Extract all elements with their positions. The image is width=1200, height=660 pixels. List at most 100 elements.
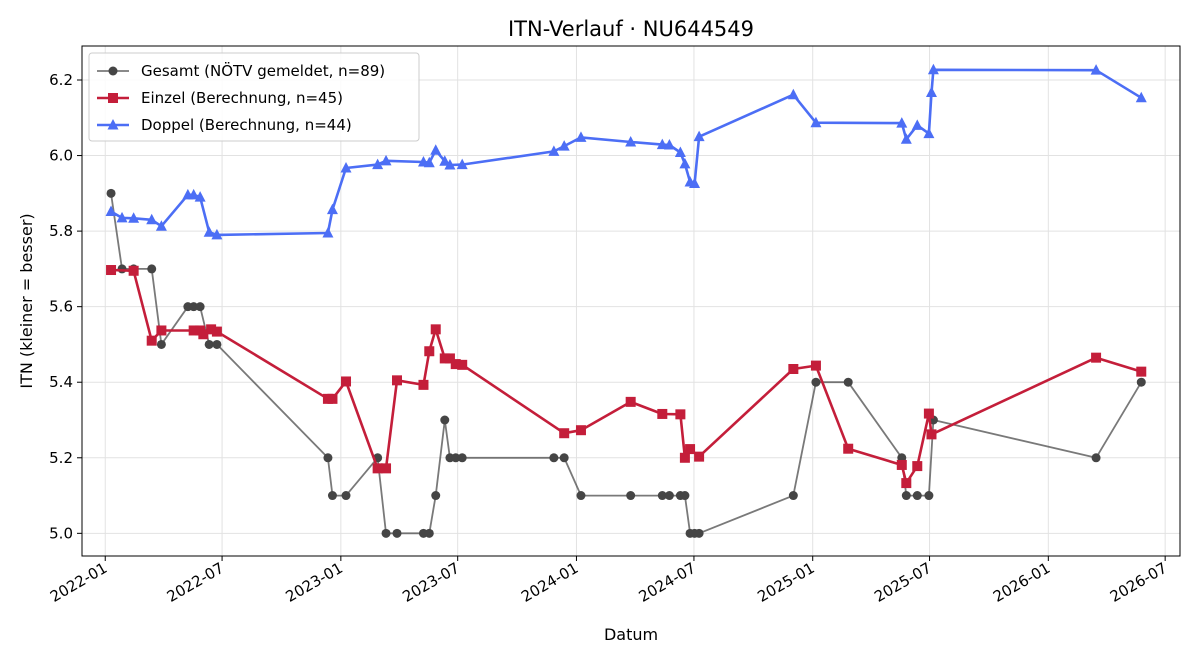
point-einzel <box>450 359 461 370</box>
point-einzel <box>912 461 923 472</box>
x-axis-label: Datum <box>604 625 658 644</box>
point-gesamt <box>147 264 157 274</box>
point-doppel <box>575 131 587 142</box>
y-tick-label: 5.6 <box>49 298 73 316</box>
point-einzel <box>679 452 690 463</box>
point-doppel <box>923 127 935 139</box>
legend-marker-doppel <box>107 119 119 130</box>
point-einzel <box>211 326 222 337</box>
point-doppel <box>1135 91 1147 103</box>
point-gesamt <box>901 491 911 501</box>
point-einzel <box>685 444 696 455</box>
point-einzel <box>430 324 441 335</box>
point-einzel <box>341 376 352 387</box>
point-einzel <box>444 353 455 364</box>
point-gesamt <box>381 528 391 538</box>
point-doppel <box>625 135 637 147</box>
point-doppel <box>430 144 442 155</box>
point-einzel <box>926 429 937 440</box>
y-tick-label: 5.4 <box>49 373 73 391</box>
series-einzel <box>106 265 1147 489</box>
point-einzel <box>923 408 934 419</box>
point-doppel <box>444 159 456 170</box>
y-tick-label: 5.2 <box>49 449 73 467</box>
legend: Gesamt (NÖTV gemeldet, n=89) Einzel (Bere… <box>88 52 420 142</box>
point-einzel <box>625 396 636 407</box>
point-einzel <box>1136 366 1147 377</box>
point-gesamt <box>680 491 690 501</box>
point-doppel <box>656 138 668 150</box>
point-einzel <box>439 353 450 364</box>
point-doppel <box>925 86 937 97</box>
point-doppel <box>211 228 223 240</box>
point-doppel <box>194 191 206 202</box>
point-gesamt <box>327 491 337 501</box>
point-doppel <box>558 140 570 151</box>
point-gesamt <box>912 491 922 501</box>
point-doppel <box>380 154 392 166</box>
chart-title: ITN-Verlauf · NU644549 <box>508 17 754 41</box>
point-gesamt <box>657 491 667 501</box>
point-doppel <box>326 203 338 215</box>
legend-marker-gesamt <box>108 66 118 76</box>
point-doppel <box>927 63 939 75</box>
point-gesamt <box>1136 377 1146 387</box>
point-einzel <box>675 409 686 420</box>
point-doppel <box>146 213 158 225</box>
point-gesamt <box>189 302 199 312</box>
point-gesamt <box>431 491 441 501</box>
point-gesamt <box>664 491 674 501</box>
point-doppel <box>900 133 912 144</box>
y-tick-label: 5.8 <box>49 222 73 240</box>
point-doppel <box>689 177 701 189</box>
y-tick-label: 6.0 <box>49 147 73 165</box>
point-gesamt <box>457 453 467 463</box>
point-einzel <box>896 459 907 470</box>
point-doppel <box>116 211 128 223</box>
point-gesamt <box>212 339 222 349</box>
point-gesamt <box>156 339 166 349</box>
point-einzel <box>128 265 139 276</box>
legend-label-einzel: Einzel (Berechnung, n=45) <box>141 89 343 107</box>
point-doppel <box>810 116 822 128</box>
legend-marker-einzel <box>108 93 118 103</box>
point-einzel <box>559 428 570 439</box>
point-doppel <box>456 158 468 170</box>
point-einzel <box>327 393 338 404</box>
point-einzel <box>694 451 705 462</box>
y-tick-label: 6.2 <box>49 71 73 89</box>
point-einzel <box>418 379 429 390</box>
point-gesamt <box>626 491 636 501</box>
point-einzel <box>198 329 209 340</box>
point-einzel <box>146 335 157 346</box>
point-gesamt <box>440 415 450 425</box>
point-gesamt <box>1091 453 1101 463</box>
series-doppel <box>105 63 1147 240</box>
point-doppel <box>105 205 117 216</box>
point-gesamt <box>549 453 559 463</box>
y-axis-label: ITN (kleiner = besser) <box>17 213 36 388</box>
point-doppel <box>322 227 334 238</box>
series-layer <box>105 63 1147 538</box>
point-doppel <box>896 117 908 128</box>
point-gesamt <box>341 491 351 501</box>
point-einzel <box>424 346 435 357</box>
point-doppel <box>674 146 686 158</box>
point-doppel <box>423 156 435 168</box>
point-doppel <box>340 162 352 173</box>
point-gesamt <box>451 453 461 463</box>
point-doppel <box>693 130 705 142</box>
point-einzel <box>457 359 468 370</box>
point-gesamt <box>392 528 402 538</box>
point-gesamt <box>559 453 569 463</box>
point-gesamt <box>204 339 214 349</box>
legend-label-doppel: Doppel (Berechnung, n=44) <box>141 116 352 134</box>
point-doppel <box>155 220 167 231</box>
point-doppel <box>679 157 691 169</box>
point-gesamt <box>424 528 434 538</box>
point-einzel <box>372 463 383 474</box>
point-gesamt <box>924 491 934 501</box>
point-doppel <box>1090 64 1102 75</box>
point-einzel <box>1091 352 1102 363</box>
